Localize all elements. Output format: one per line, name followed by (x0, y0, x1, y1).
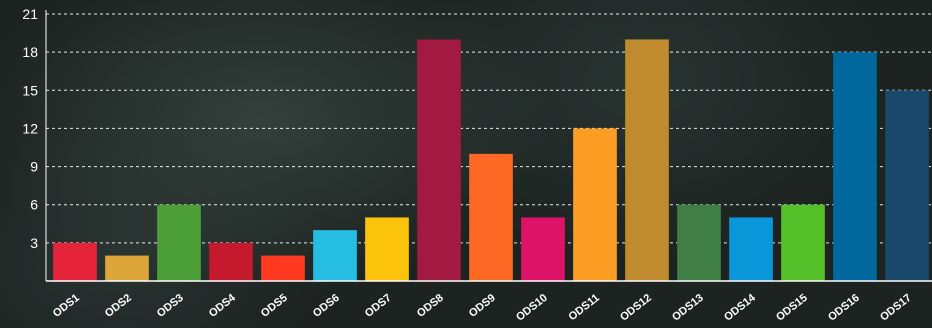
bar-ods4 (209, 242, 253, 281)
x-tick-label: ODS3 (155, 292, 186, 320)
x-tick-label: ODS5 (259, 292, 290, 320)
x-tick-label: ODS17 (878, 292, 914, 324)
bar-ods12 (625, 39, 669, 281)
x-tick-label: ODS1 (51, 292, 82, 320)
x-tick-label: ODS2 (103, 292, 134, 320)
bar-ods5 (261, 255, 305, 281)
x-tick-label: ODS4 (207, 291, 239, 319)
x-tick-label: ODS16 (826, 292, 862, 324)
x-tick-label: ODS13 (670, 292, 706, 324)
x-tick-labels: ODS1 ODS2 ODS3 ODS4 ODS5 ODS6 ODS7 ODS8 ODS9 ODS1… (51, 291, 914, 323)
bar-ods10 (521, 217, 565, 281)
bar-ods17 (885, 90, 929, 282)
bar-ods11 (573, 128, 617, 281)
x-tick-label: ODS9 (467, 292, 498, 320)
y-tick-label: 12 (22, 120, 38, 136)
bar-ods16 (833, 52, 877, 282)
bar-ods15 (781, 204, 825, 281)
bar-ods9 (469, 153, 513, 281)
bar-ods6 (313, 230, 357, 281)
y-tick-label: 6 (30, 197, 38, 213)
axes (45, 10, 932, 282)
bar-ods7 (365, 217, 409, 281)
y-tick-label: 18 (22, 44, 38, 60)
bar-ods13 (677, 204, 721, 281)
bar-ods8 (417, 39, 461, 281)
x-tick-label: ODS10 (514, 292, 550, 324)
y-tick-label: 3 (30, 235, 38, 251)
x-tick-label: ODS8 (415, 292, 446, 320)
x-tick-label: ODS11 (567, 292, 602, 323)
y-tick-label: 21 (22, 6, 38, 22)
bars (53, 39, 929, 282)
x-tick-label: ODS6 (311, 292, 342, 320)
bar-ods2 (105, 255, 149, 281)
bar-ods1 (53, 242, 97, 281)
bar-ods3 (157, 204, 201, 281)
y-tick-label: 15 (22, 82, 38, 98)
x-tick-label: ODS7 (363, 292, 394, 320)
y-tick-labels: 3 6 9 12 15 18 21 (22, 6, 38, 251)
x-tick-label: ODS15 (774, 292, 810, 324)
y-tick-label: 9 (30, 159, 38, 175)
x-tick-label: ODS14 (722, 291, 759, 323)
x-tick-label: ODS12 (618, 292, 654, 324)
bar-ods14 (729, 217, 773, 281)
